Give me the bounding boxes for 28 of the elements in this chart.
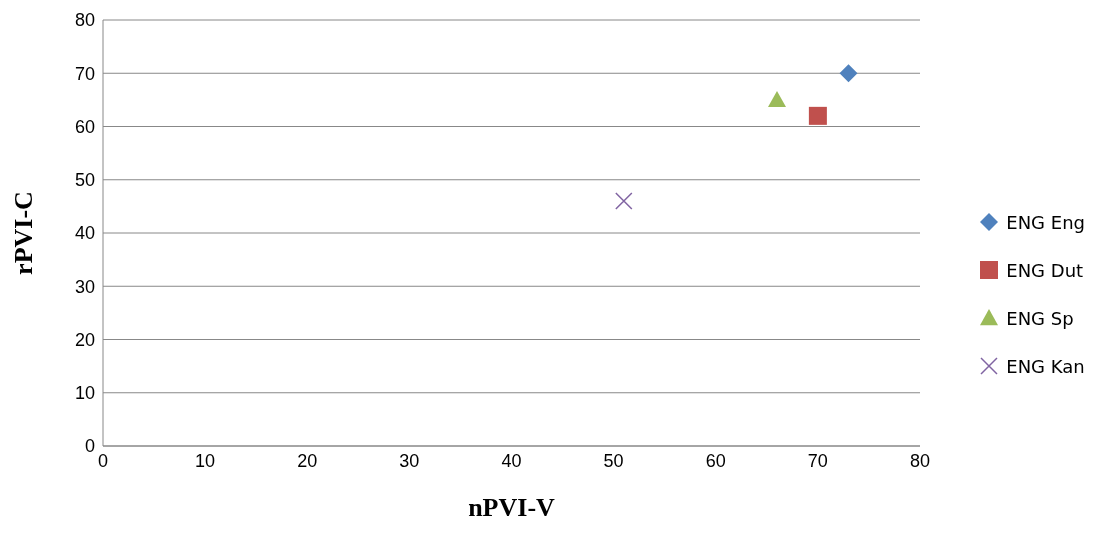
y-tick-label: 40 (74, 223, 95, 244)
x-tick-label: 20 (297, 450, 318, 471)
x-tick-label: 10 (195, 450, 216, 471)
point (768, 90, 787, 108)
y-tick-label: 0 (84, 436, 95, 457)
x-axis-title: nPVI-V (468, 493, 556, 522)
x-tick-label: 80 (909, 450, 931, 471)
x-tick-label: 30 (399, 450, 420, 471)
y-tick-label: 80 (74, 10, 95, 31)
y-tick-label: 60 (74, 116, 95, 137)
x-tick-label: 40 (501, 450, 522, 471)
y-tick-label: 20 (74, 329, 95, 350)
x-tick-label: 70 (807, 450, 828, 471)
y-tick-label: 70 (74, 63, 95, 84)
point (808, 106, 827, 125)
x-tick-label: 0 (97, 450, 109, 471)
x-tick-label: 60 (705, 450, 726, 471)
point (839, 64, 858, 83)
point (615, 192, 633, 210)
y-tick-label: 50 (74, 170, 95, 191)
legend-label: ENG Kan (1006, 355, 1085, 377)
y-axis-title: rPVI-C (9, 191, 39, 275)
legend-label: ENG Dut (1006, 259, 1084, 281)
y-tick-label: 30 (74, 276, 95, 297)
x-tick-label: 50 (603, 450, 624, 471)
y-tick-label: 10 (74, 383, 95, 404)
legend-label: ENG Eng (1006, 211, 1085, 233)
legend-label: ENG Sp (1006, 307, 1074, 329)
